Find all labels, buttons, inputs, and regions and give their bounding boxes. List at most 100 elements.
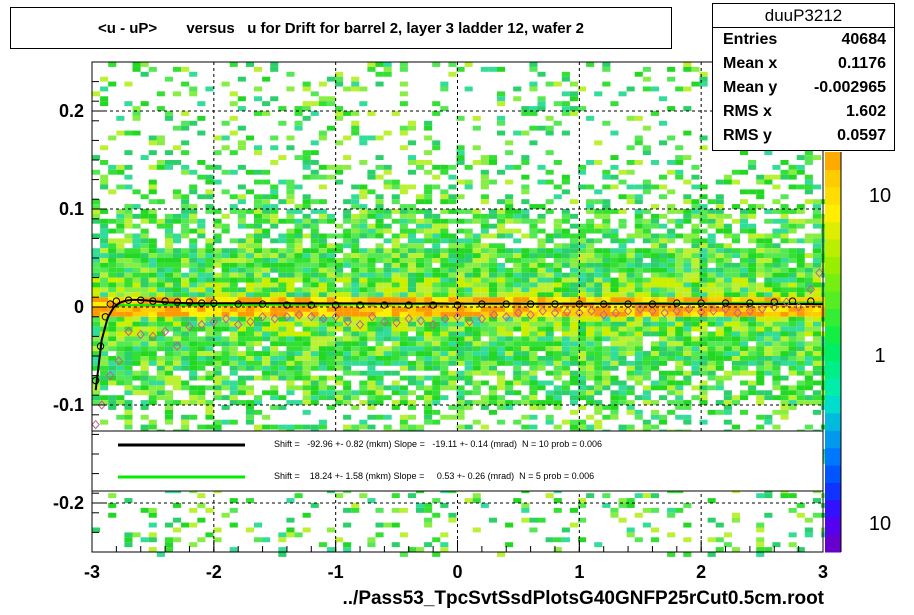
- heatmap-cell: [610, 262, 619, 268]
- y-tick-label: -0.2: [53, 493, 84, 513]
- heatmap-cell: [505, 267, 514, 273]
- heatmap-cell: [480, 395, 489, 401]
- heatmap-cell: [650, 527, 659, 533]
- heatmap-cell: [804, 424, 813, 430]
- heatmap-cell: [626, 336, 635, 342]
- heatmap-cell: [335, 326, 344, 332]
- heatmap-cell: [318, 351, 327, 356]
- heatmap-cell: [667, 277, 676, 283]
- heatmap-cell: [132, 356, 141, 361]
- heatmap-cell: [205, 189, 214, 195]
- heatmap-cell: [707, 209, 716, 214]
- heatmap-cell: [659, 336, 668, 342]
- heatmap-cell: [626, 292, 635, 298]
- heatmap-cell: [318, 341, 327, 347]
- heatmap-cell: [448, 194, 457, 200]
- heatmap-cell: [626, 370, 635, 376]
- heatmap-cell: [440, 414, 449, 420]
- heatmap-cell: [432, 101, 441, 107]
- heatmap-cell: [221, 248, 230, 254]
- heatmap-cell: [156, 223, 165, 229]
- heatmap-cell: [618, 321, 627, 327]
- heatmap-cell: [383, 351, 392, 356]
- heatmap-cell: [602, 385, 611, 391]
- heatmap-cell: [318, 287, 327, 293]
- heatmap-cell: [318, 385, 327, 391]
- palette-segment: [825, 430, 841, 449]
- heatmap-cell: [537, 380, 546, 386]
- heatmap-cell: [480, 169, 489, 175]
- heatmap-cell: [181, 414, 190, 420]
- heatmap-cell: [723, 179, 732, 185]
- heatmap-cell: [391, 356, 400, 361]
- profile-point-diamond: [672, 306, 681, 316]
- heatmap-cell: [262, 233, 271, 239]
- heatmap-cell: [278, 365, 287, 371]
- heatmap-cell: [310, 233, 319, 239]
- heatmap-cell: [667, 552, 676, 557]
- heatmap-cell: [432, 218, 441, 224]
- heatmap-cell: [715, 282, 724, 288]
- heatmap-cell: [310, 365, 319, 371]
- heatmap-cell: [456, 267, 465, 273]
- heatmap-cell: [505, 542, 514, 548]
- heatmap-cell: [302, 375, 311, 381]
- heatmap-cell: [521, 160, 530, 165]
- heatmap-cell: [375, 395, 384, 401]
- heatmap-cell: [164, 292, 173, 298]
- heatmap-cell: [699, 258, 708, 263]
- heatmap-cell: [796, 238, 805, 244]
- heatmap-cell: [626, 115, 635, 121]
- heatmap-cell: [416, 375, 425, 381]
- heatmap-cell: [626, 262, 635, 268]
- heatmap-cell: [100, 356, 109, 361]
- heatmap-cell: [424, 287, 433, 293]
- heatmap-cell: [229, 169, 238, 175]
- heatmap-cell: [286, 424, 295, 430]
- heatmap-cell: [359, 140, 368, 146]
- heatmap-cell: [610, 395, 619, 401]
- heatmap-cell: [521, 336, 530, 342]
- heatmap-cell: [254, 336, 263, 342]
- heatmap-cell: [343, 307, 352, 312]
- heatmap-cell: [100, 287, 109, 293]
- heatmap-cell: [545, 150, 554, 156]
- heatmap-cell: [634, 262, 643, 268]
- heatmap-cell: [318, 218, 327, 224]
- heatmap-cell: [189, 395, 198, 401]
- heatmap-cell: [480, 341, 489, 347]
- heatmap-cell: [569, 272, 578, 278]
- heatmap-cell: [699, 277, 708, 283]
- heatmap-cell: [675, 400, 684, 405]
- heatmap-cell: [221, 189, 230, 195]
- heatmap-cell: [399, 390, 408, 396]
- heatmap-cell: [205, 346, 214, 352]
- heatmap-cell: [788, 351, 797, 356]
- heatmap-cell: [424, 395, 433, 401]
- heatmap-cell: [254, 307, 263, 312]
- heatmap-cell: [197, 336, 206, 342]
- heatmap-cell: [772, 258, 781, 263]
- stats-name: duuP3212: [713, 4, 894, 28]
- heatmap-cell: [140, 213, 149, 219]
- heatmap-cell: [335, 400, 344, 405]
- heatmap-cell: [205, 400, 214, 405]
- heatmap-cell: [594, 267, 603, 273]
- heatmap-cell: [237, 400, 246, 405]
- heatmap-cell: [391, 184, 400, 190]
- heatmap-cell: [132, 277, 141, 283]
- heatmap-cell: [675, 385, 684, 391]
- heatmap-cell: [812, 380, 821, 386]
- heatmap-cell: [731, 326, 740, 332]
- heatmap-cell: [108, 493, 117, 499]
- heatmap-cell: [262, 346, 271, 352]
- heatmap-cell: [164, 282, 173, 288]
- heatmap-cell: [197, 311, 206, 317]
- heatmap-cell: [424, 409, 433, 415]
- heatmap-cell: [407, 218, 416, 224]
- palette-segment: [825, 273, 841, 292]
- heatmap-cell: [100, 370, 109, 376]
- heatmap-cell: [399, 331, 408, 337]
- heatmap-cell: [294, 253, 303, 258]
- heatmap-cell: [116, 243, 125, 249]
